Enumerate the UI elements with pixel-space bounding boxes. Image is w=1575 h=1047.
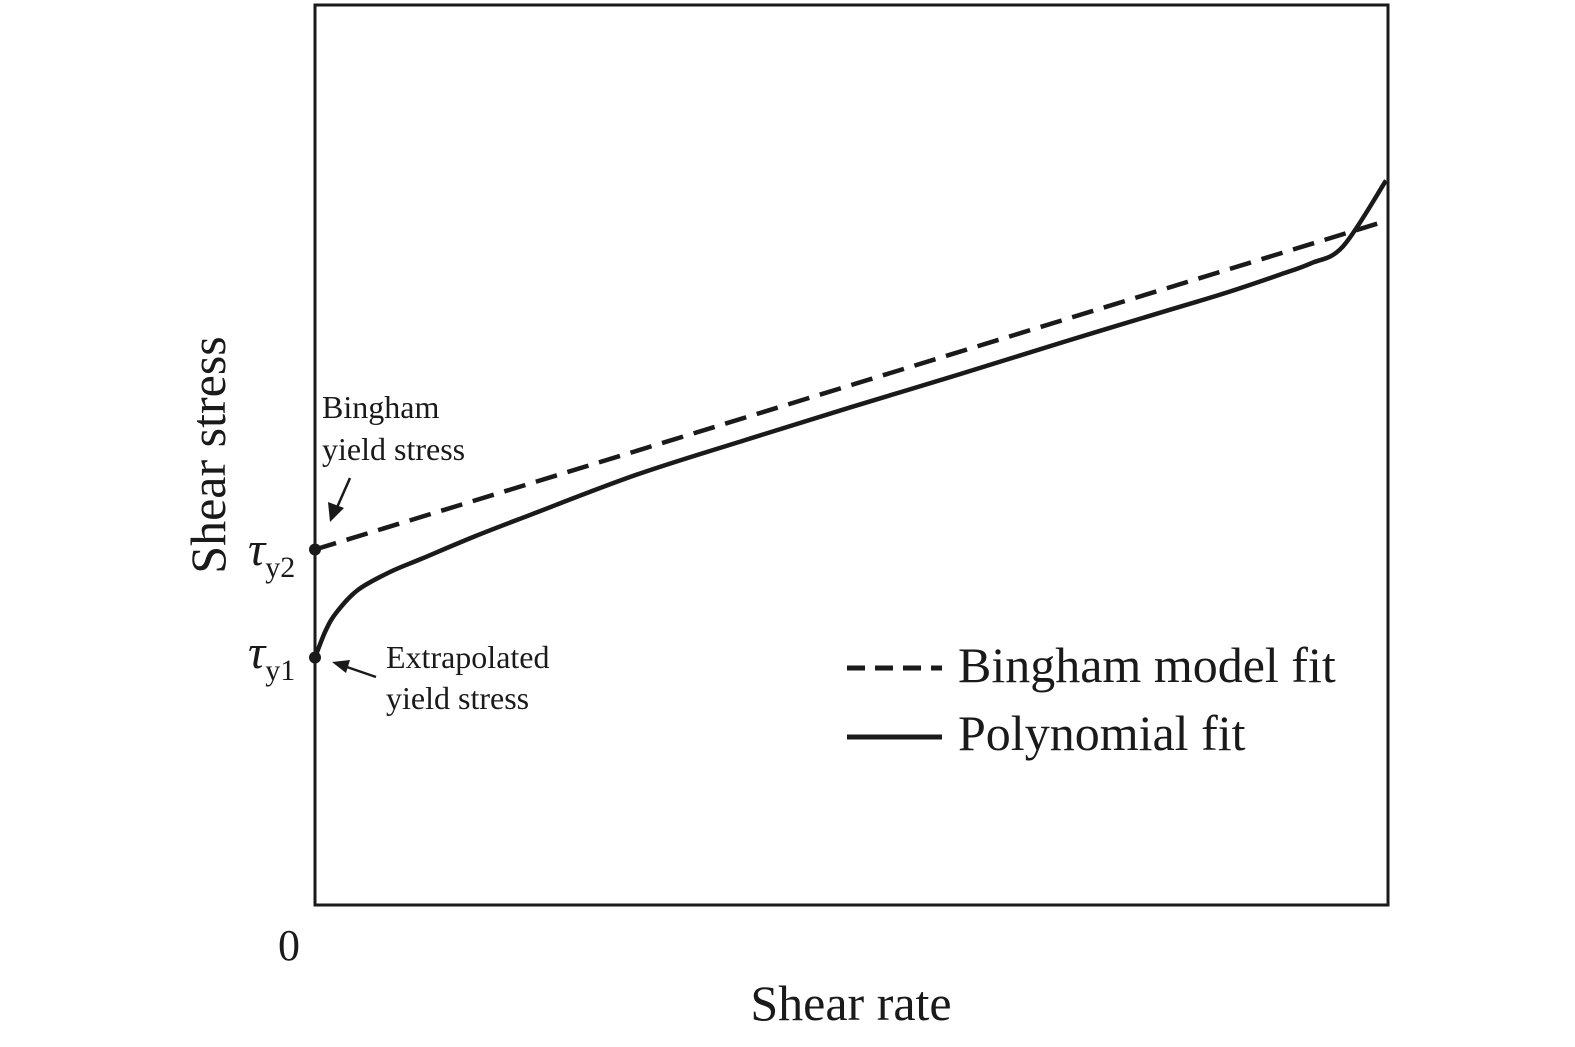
x-axis-label: Shear rate	[750, 975, 951, 1031]
annotation-bingham-line1: Bingham	[322, 389, 439, 425]
marker-layer	[309, 543, 321, 664]
legend-label-bingham: Bingham model fit	[958, 637, 1336, 693]
y-axis-label: Shear stress	[180, 336, 236, 573]
yield-point-y1	[309, 651, 321, 664]
legend-label-polynomial: Polynomial fit	[958, 705, 1246, 761]
yield-point-y2	[309, 543, 321, 556]
annotation-extrapolated-line1: Extrapolated	[386, 639, 549, 675]
tau-y2-subscript: y2	[265, 551, 295, 584]
annotation-bingham-arrowhead	[328, 502, 344, 522]
tau-y1-label: τy1	[248, 626, 295, 687]
plot-frame	[313, 3, 1390, 907]
legend: Bingham model fit Polynomial fit	[847, 637, 1336, 761]
annotation-bingham-line2: yield stress	[322, 431, 465, 467]
series-line-polynomial	[312, 179, 1388, 659]
x-tick-label-0: 0	[278, 921, 300, 970]
series-layer	[312, 179, 1388, 659]
tau-y2-symbol: τ	[248, 523, 267, 576]
tau-y1-symbol: τ	[248, 626, 267, 679]
annotation-extrapolated-arrow-shaft	[343, 664, 377, 679]
series-line-bingham	[314, 218, 1387, 552]
tau-y1-subscript: y1	[265, 654, 295, 687]
annotation-extrapolated-line2: yield stress	[386, 680, 529, 716]
tau-y2-label: τy2	[248, 523, 295, 584]
annotation-extrapolated-arrowhead	[332, 660, 350, 673]
